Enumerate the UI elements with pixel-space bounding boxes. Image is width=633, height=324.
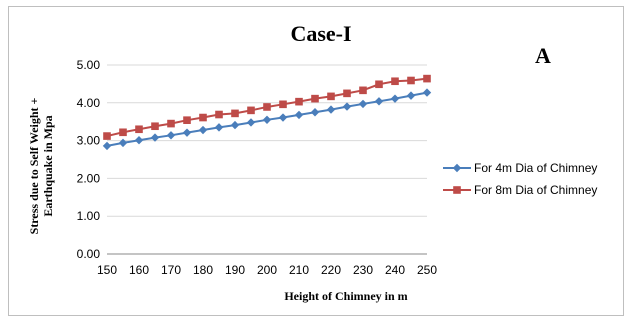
data-point xyxy=(135,125,143,134)
data-point xyxy=(167,119,175,128)
data-point xyxy=(230,120,240,130)
data-point xyxy=(214,123,224,132)
data-point xyxy=(151,122,159,131)
data-point xyxy=(150,133,160,142)
data-point xyxy=(215,110,223,119)
line-chart: Case-I A 0.00 1.00 2.00 3.00 4.00 5.00 150 160… xyxy=(27,21,597,303)
chart-title: Case-I xyxy=(290,21,351,46)
data-point xyxy=(279,100,287,109)
chart-frame: Case-I A 0.00 1.00 2.00 3.00 4.00 5.00 150 160… xyxy=(8,6,624,316)
data-point xyxy=(294,110,304,120)
x-tick-label: 160 xyxy=(129,263,149,277)
data-point xyxy=(311,94,319,103)
legend-label: For 8m Dia of Chimney xyxy=(474,183,597,197)
series-group xyxy=(102,88,432,151)
data-point xyxy=(295,97,303,106)
data-point xyxy=(134,136,144,145)
x-tick-label: 170 xyxy=(161,263,181,277)
legend-item: For 4m Dia of Chimney xyxy=(443,161,597,175)
y-tick-label: 3.00 xyxy=(77,134,101,148)
data-point xyxy=(247,106,255,115)
data-point xyxy=(263,103,271,111)
y-tick-label: 0.00 xyxy=(77,247,101,261)
data-point xyxy=(343,89,351,98)
y-axis-title-line-1: Stress due to Self Weight + xyxy=(27,97,41,234)
data-point xyxy=(119,128,127,137)
series xyxy=(102,74,432,151)
data-point xyxy=(199,113,207,122)
data-point xyxy=(359,86,367,95)
x-tick-label: 220 xyxy=(321,263,341,277)
data-point xyxy=(103,132,111,140)
data-point xyxy=(326,105,336,114)
data-point xyxy=(198,125,208,135)
legend-item: For 8m Dia of Chimney xyxy=(443,183,597,197)
data-point xyxy=(102,141,112,151)
data-point xyxy=(453,186,461,194)
data-point xyxy=(390,94,400,103)
data-point xyxy=(310,108,320,117)
x-tick-label: 150 xyxy=(97,263,117,277)
data-point xyxy=(246,118,256,127)
y-tick-label: 1.00 xyxy=(77,209,101,223)
x-tick-label: 250 xyxy=(417,263,437,277)
data-point xyxy=(118,138,128,148)
legend-label: For 4m Dia of Chimney xyxy=(474,161,597,175)
y-axis-title: Stress due to Self Weight + Earthquake i… xyxy=(27,97,55,234)
data-point xyxy=(327,92,335,101)
y-tick-labels: 0.00 1.00 2.00 3.00 4.00 5.00 xyxy=(77,58,101,261)
x-tick-label: 200 xyxy=(257,263,277,277)
data-point xyxy=(166,131,176,140)
data-point xyxy=(182,128,192,137)
x-axis-title: Height of Chimney in m xyxy=(284,289,407,303)
x-tick-label: 240 xyxy=(385,263,405,277)
data-point xyxy=(452,163,462,173)
y-tick-label: 2.00 xyxy=(77,171,101,185)
x-tick-label: 210 xyxy=(289,263,309,277)
y-tick-label: 4.00 xyxy=(77,96,101,110)
data-point xyxy=(407,76,415,85)
x-tick-label: 180 xyxy=(193,263,213,277)
data-point xyxy=(391,77,399,86)
data-point xyxy=(231,109,239,118)
panel-label: A xyxy=(535,43,551,68)
x-tick-label: 230 xyxy=(353,263,373,277)
data-point xyxy=(262,115,272,125)
y-tick-label: 5.00 xyxy=(77,58,101,72)
x-tick-label: 190 xyxy=(225,263,245,277)
legend: For 4m Dia of Chimney For 8m Dia of Chimn… xyxy=(443,161,597,197)
data-point xyxy=(422,88,432,97)
data-point xyxy=(374,97,384,106)
data-point xyxy=(183,116,191,124)
series-group xyxy=(103,74,431,140)
data-point xyxy=(423,74,431,83)
y-axis-title-line-2: Earthquake in Mpa xyxy=(41,115,55,216)
data-point xyxy=(358,99,368,109)
data-point xyxy=(375,80,383,89)
data-point xyxy=(406,91,416,100)
x-tick-labels: 150 160 170 180 190 200 210 220 230 240 250 xyxy=(97,263,437,277)
data-point xyxy=(278,113,288,122)
data-point xyxy=(342,102,352,111)
